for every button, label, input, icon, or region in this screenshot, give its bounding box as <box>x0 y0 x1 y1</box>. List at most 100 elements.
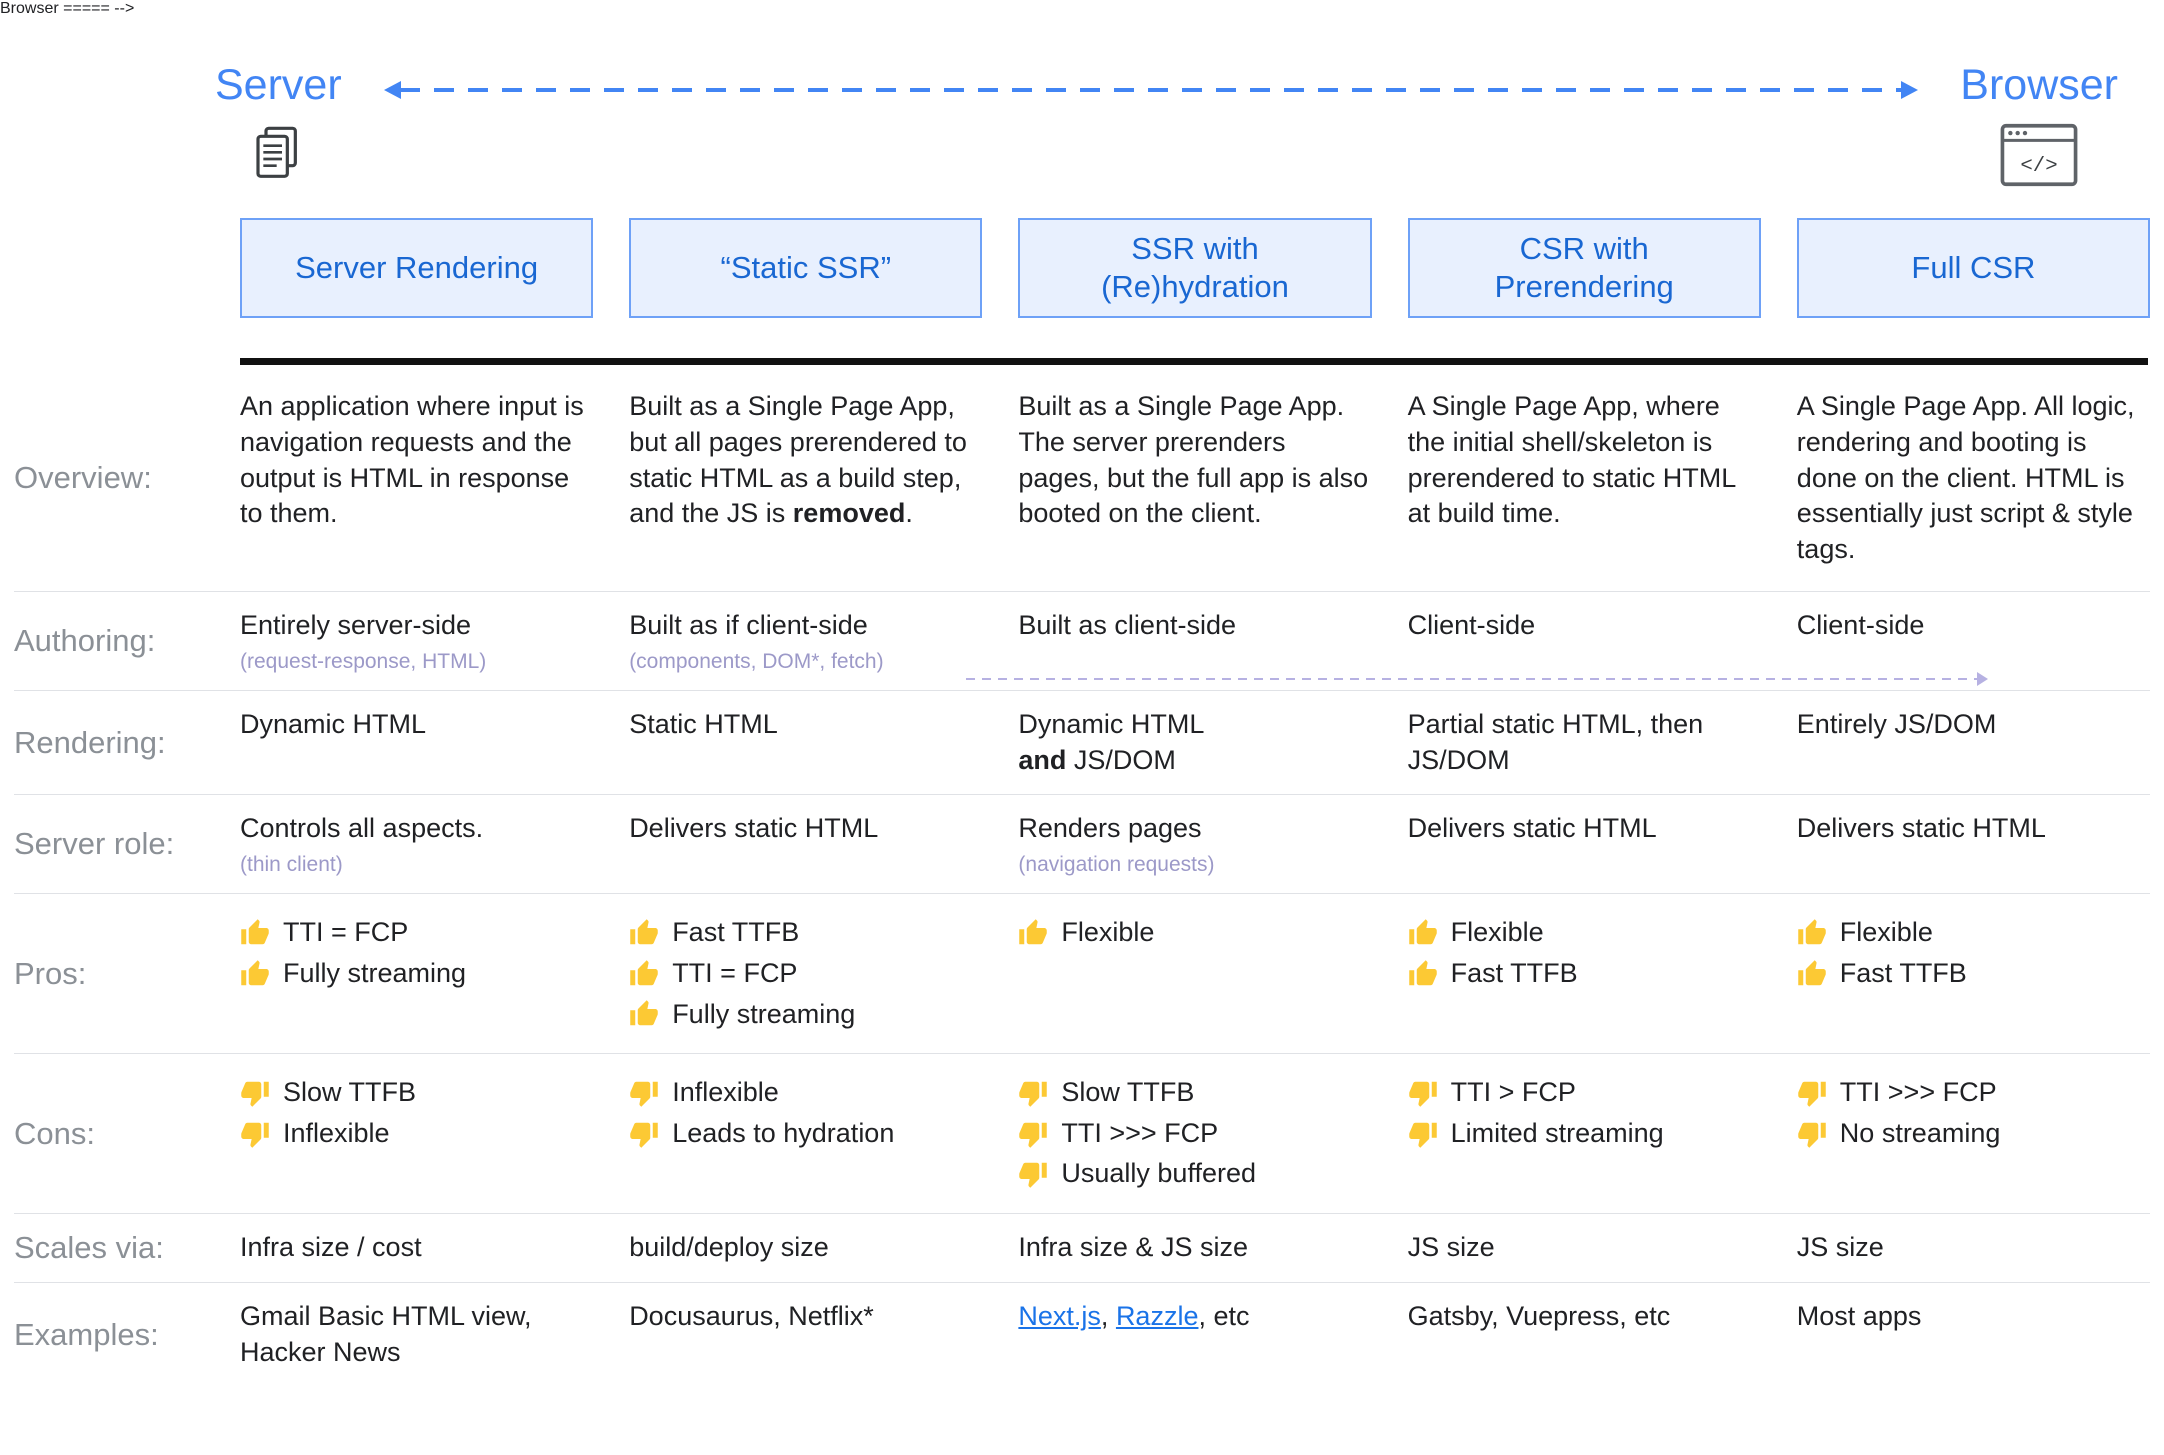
pro-item: TTI = FCP <box>240 915 593 951</box>
examples-cell-1: Gmail Basic HTML view, Hacker News <box>240 1301 532 1367</box>
pro-item: Flexible <box>1408 915 1761 951</box>
row-label-examples: Examples: <box>14 1316 159 1352</box>
con-text: TTI >>> FCP <box>1061 1117 1219 1148</box>
column-headers: Server Rendering “Static SSR” SSR with (… <box>14 218 2150 319</box>
pro-text: Fully streaming <box>283 957 467 988</box>
overview-cell-1: An application where input is navigation… <box>240 391 584 529</box>
header-divider <box>240 358 2148 366</box>
con-text: Inflexible <box>283 1117 390 1148</box>
con-item: Slow TTFB <box>240 1075 593 1111</box>
server-side-group: Server <box>215 61 342 192</box>
browser-code-icon: </> <box>2000 123 2078 192</box>
pros-cell-2: Fast TTFB TTI = FCP Fully streaming <box>629 910 982 1037</box>
razzle-link[interactable]: Razzle <box>1115 1301 1199 1332</box>
thumbs-up-icon <box>629 918 659 948</box>
browser-label: Browser <box>1960 61 2118 109</box>
authoring-note: (components, DOM*, fetch) <box>629 650 884 674</box>
row-label-scales-via: Scales via: <box>14 1230 164 1266</box>
thumbs-up-icon <box>1797 959 1827 989</box>
thumbs-down-icon <box>1018 1159 1048 1189</box>
pro-text: TTI = FCP <box>283 917 409 948</box>
overview-cell-3: Built as a Single Page App. The server p… <box>1018 391 1369 529</box>
scales-cell-2: build/deploy size <box>629 1232 829 1263</box>
con-text: TTI > FCP <box>1450 1077 1576 1108</box>
con-item: Limited streaming <box>1408 1116 1761 1152</box>
thumbs-up-icon <box>1797 918 1827 948</box>
con-text: Leads to hydration <box>672 1117 895 1148</box>
rendering-cell-4: Partial static HTML, then JS/DOM <box>1407 709 1704 775</box>
con-text: Slow TTFB <box>1061 1077 1195 1108</box>
server-label: Server <box>215 61 342 109</box>
pro-text: Flexible <box>1839 917 1933 948</box>
cons-cell-5: TTI >>> FCP No streaming <box>1797 1070 2150 1156</box>
authoring-cell-2: Built as if client-side (components, DOM… <box>629 608 982 674</box>
con-text: Usually buffered <box>1061 1158 1257 1189</box>
cons-cell-3: Slow TTFB TTI >>> FCP Usually buffered <box>1018 1070 1371 1197</box>
row-rendering: Rendering: Dynamic HTML Static HTML Dyna… <box>14 691 2150 796</box>
pro-item: Flexible <box>1018 915 1371 951</box>
row-pros: Pros: TTI = FCP Fully streaming Fast TTF… <box>14 894 2150 1055</box>
cons-cell-4: TTI > FCP Limited streaming <box>1408 1070 1761 1156</box>
con-item: Inflexible <box>240 1116 593 1152</box>
con-item: TTI > FCP <box>1408 1075 1761 1111</box>
authoring-cell-1: Entirely server-side (request-response, … <box>240 608 593 674</box>
server-role-cell-2: Delivers static HTML <box>629 813 879 844</box>
row-server-role: Server role: Controls all aspects. (thin… <box>14 795 2150 895</box>
examples-cell-5: Most apps <box>1796 1301 1922 1332</box>
pro-text: Flexible <box>1061 917 1155 948</box>
con-item: Inflexible <box>629 1075 982 1111</box>
header-full-csr: Full CSR <box>1796 218 2150 319</box>
pros-cell-5: Flexible Fast TTFB <box>1797 910 2150 996</box>
pro-text: Fast TTFB <box>1450 957 1578 988</box>
server-role-cell-3: Renders pages (navigation requests) <box>1018 811 1371 877</box>
authoring-text: Built as if client-side <box>629 610 868 641</box>
row-label-server-role: Server role: <box>14 826 175 862</box>
con-text: No streaming <box>1839 1117 2001 1148</box>
pro-text: TTI = FCP <box>672 957 798 988</box>
thumbs-up-icon <box>1408 959 1438 989</box>
thumbs-up-icon <box>240 959 270 989</box>
examples-cell-2: Docusaurus, Netflix* <box>629 1301 874 1332</box>
server-browser-spectrum: Server Browser <box>0 18 2164 192</box>
pro-item: TTI = FCP <box>629 956 982 992</box>
thumbs-down-icon <box>240 1078 270 1108</box>
row-authoring: Authoring: Entirely server-side (request… <box>14 592 2150 692</box>
thumbs-down-icon <box>1018 1119 1048 1149</box>
authoring-text: Entirely server-side <box>240 610 472 641</box>
server-role-note: (navigation requests) <box>1018 853 1215 877</box>
overview-cell-2: Built as a Single Page App, but all page… <box>629 389 982 532</box>
thumbs-down-icon <box>1408 1078 1438 1108</box>
authoring-cell-3: Built as client-side <box>1018 610 1236 641</box>
pro-item: Fully streaming <box>240 956 593 992</box>
pro-text: Flexible <box>1450 917 1544 948</box>
server-role-text: Renders pages <box>1018 813 1202 844</box>
server-role-cell-4: Delivers static HTML <box>1407 813 1657 844</box>
examples-text: , etc <box>1198 1301 1250 1332</box>
thumbs-down-icon <box>629 1078 659 1108</box>
pro-item: Fast TTFB <box>1408 956 1761 992</box>
thumbs-down-icon <box>1018 1078 1048 1108</box>
overview-text: . <box>905 498 913 529</box>
overview-cell-4: A Single Page App, where the initial she… <box>1407 391 1736 529</box>
rendering-bold-text: and <box>1018 744 1067 775</box>
header-server-rendering: Server Rendering <box>240 218 594 319</box>
con-item: TTI >>> FCP <box>1018 1116 1371 1152</box>
pros-cell-3: Flexible <box>1018 910 1371 956</box>
rendering-cell-3: Dynamic HTML and JS/DOM <box>1018 707 1371 778</box>
con-item: Leads to hydration <box>629 1116 982 1152</box>
server-role-cell-5: Delivers static HTML <box>1796 813 2046 844</box>
nextjs-link[interactable]: Next.js <box>1018 1301 1101 1332</box>
authoring-cell-4: Client-side <box>1407 610 1536 641</box>
authoring-cell-5: Client-side <box>1796 610 1925 641</box>
pro-text: Fully streaming <box>672 998 856 1029</box>
overview-bold-text: removed <box>792 498 906 529</box>
pro-item: Flexible <box>1797 915 2150 951</box>
row-label-overview: Overview: <box>14 460 152 496</box>
pro-text: Fast TTFB <box>1839 957 1967 988</box>
con-item: No streaming <box>1797 1116 2150 1152</box>
thumbs-down-icon <box>1797 1078 1827 1108</box>
pages-icon <box>246 123 310 192</box>
left-right-arrow-icon <box>383 81 1919 99</box>
scales-cell-3: Infra size & JS size <box>1018 1232 1248 1263</box>
con-item: Usually buffered <box>1018 1156 1371 1192</box>
